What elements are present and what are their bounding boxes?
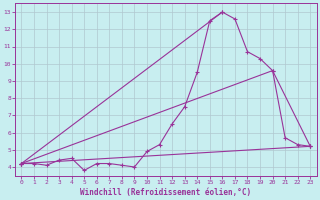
X-axis label: Windchill (Refroidissement éolien,°C): Windchill (Refroidissement éolien,°C) [80,188,252,197]
